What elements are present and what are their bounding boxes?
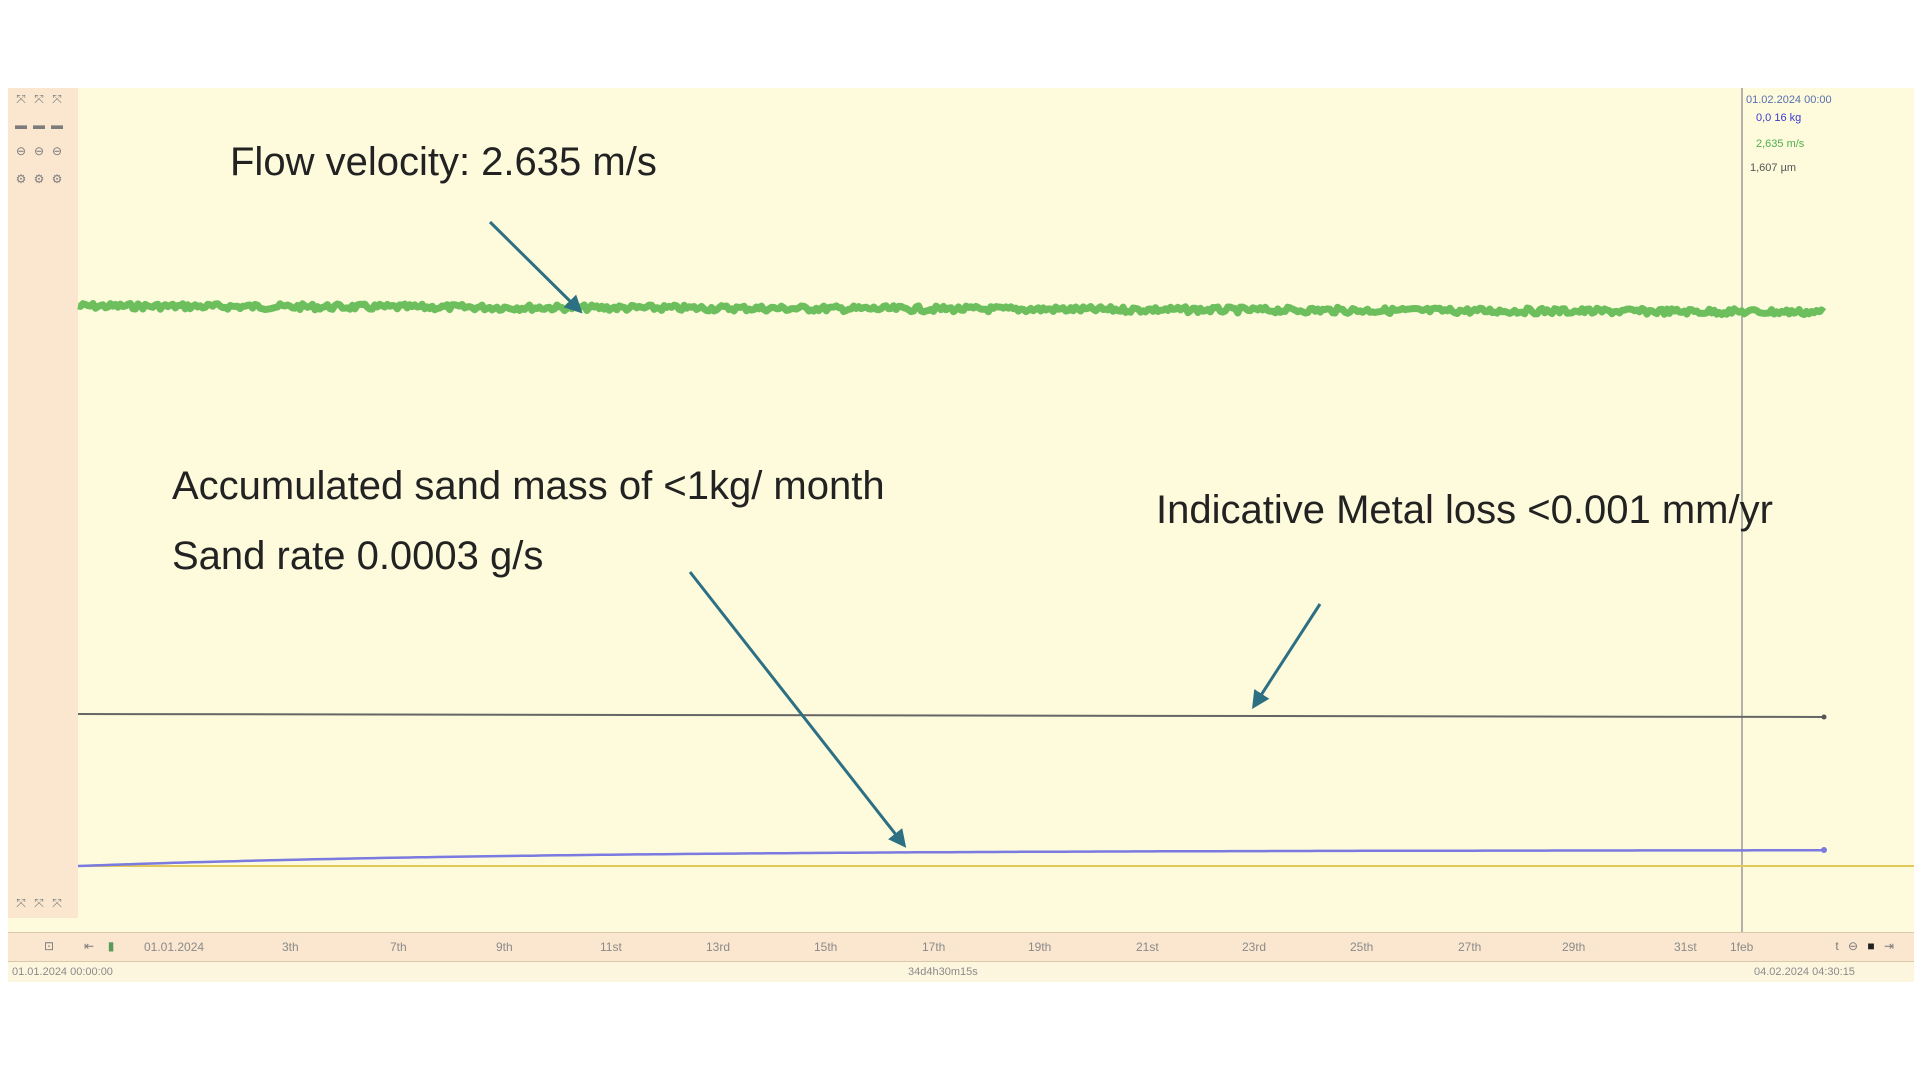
metal-loss-annotation: Indicative Metal loss <0.001 mm/yr [1156,488,1773,532]
legend-metal-loss: 1,607 µm [1750,162,1797,174]
stop-icon[interactable]: ■ [1867,939,1875,953]
x-tick-label: 17th [922,940,946,954]
x-tick-label: 27th [1458,940,1482,954]
plot-area [8,88,1914,982]
x-tick-label: 31st [1674,940,1697,954]
chart-settings-icon[interactable]: ⚙ [51,172,63,186]
scroll-handle-icon[interactable]: ▮ [107,939,115,953]
sand-mass-series [77,849,1824,868]
status-bar: 01.01.2024 00:00:00 34d4h30m15s 04.02.20… [8,962,1914,982]
left-toolbar: ⤧ ⤧ ⤧ ▬ ▬ ▬ ⊖ ⊖ ⊖ ⚙ ⚙ ⚙ ⤧ ⤧ ⤧ [8,88,78,918]
x-tick-label: 23rd [1242,940,1267,954]
x-tick-label: 01.01.2024 [144,940,205,954]
x-tick-label: 13rd [706,940,731,954]
x-tick-label: 21st [1136,940,1159,954]
sand-mass-annotation: Accumulated sand mass of <1kg/ month [172,464,885,508]
legend-velocity: 2,635 m/s [1756,138,1805,150]
x-tick-label: 29th [1562,940,1586,954]
first-page-icon[interactable]: ⇤ [83,939,95,953]
velocity-arrow [488,220,583,314]
status-start: 01.01.2024 00:00:00 [12,966,113,978]
lock-icon[interactable]: ⊖ [1847,939,1859,953]
zoom-icon[interactable]: ⤧ [52,896,62,910]
flow-velocity-annotation: Flow velocity: 2.635 m/s [230,140,657,184]
lock-icon[interactable]: ⊖ [15,144,27,158]
lock-icon[interactable]: ⊖ [33,144,45,158]
flow-velocity-series [77,300,1827,318]
legend-mass: 0,0 16 kg [1756,112,1802,124]
zoom-icon[interactable]: ⤧ [16,896,26,910]
chart-settings-icon[interactable]: ⚙ [33,172,45,186]
sand-arrow [688,571,907,848]
time-axis-bar[interactable]: ⇤ ▮ t ⊖ ■ ⇥ ⊡ [8,932,1914,962]
zoom-icon[interactable]: ⤧ [34,896,44,910]
x-tick-label: 11st [600,940,622,954]
lock-icon[interactable]: ⊖ [51,144,63,158]
sand-mass-end-point [1821,847,1827,853]
chart-settings-icon[interactable]: ⚙ [15,172,27,186]
zoom-icon[interactable]: ⤧ [34,92,44,106]
x-tick-label: 3th [282,940,299,954]
pan-icon[interactable]: ▬ [51,118,63,132]
x-tick-label: 7th [390,940,407,954]
legend-timestamp: 01.02.2024 00:00 [1746,94,1832,106]
zoom-icon[interactable]: ⤧ [16,92,26,106]
x-tick-label: 25th [1350,940,1374,954]
last-page-icon[interactable]: ⇥ [1883,939,1895,953]
sand-rate-annotation: Sand rate 0.0003 g/s [172,534,544,578]
pan-icon[interactable]: ▬ [15,118,27,132]
metal-loss-end-point [1821,714,1827,720]
pan-icon[interactable]: ▬ [33,118,45,132]
x-tick-label: 9th [496,940,513,954]
settings-icon[interactable]: ⊡ [43,939,55,953]
x-tick-label: 1feb [1730,940,1754,954]
x-tick-label: 15th [814,940,838,954]
zoom-icon[interactable]: ⤧ [52,92,62,106]
metal-loss-arrow [1252,603,1322,710]
status-duration: 34d4h30m15s [908,966,978,978]
status-end: 04.02.2024 04:30:15 [1754,966,1855,978]
x-tick-label: 19th [1028,940,1052,954]
play-icon[interactable]: t [1835,939,1839,953]
metal-loss-series [77,713,1825,718]
